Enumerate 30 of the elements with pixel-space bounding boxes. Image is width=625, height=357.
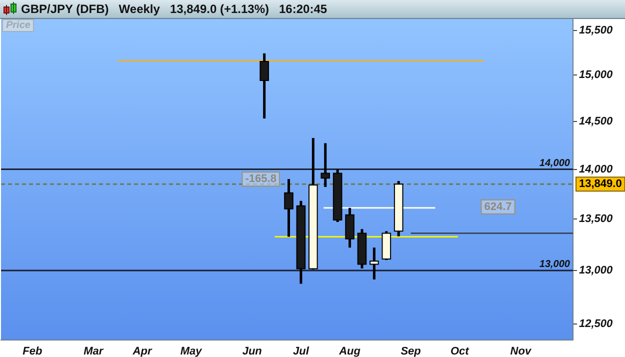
candlestick <box>370 246 379 281</box>
y-tick-label: 13,500 <box>579 212 614 225</box>
x-tick-label: Nov <box>510 346 532 357</box>
x-tick-label: Aug <box>338 346 361 357</box>
x-tick-label: Feb <box>22 346 42 357</box>
candlestick <box>320 142 330 188</box>
y-tick-label: 15,000 <box>579 69 614 82</box>
x-tick-label: Jul <box>293 346 310 357</box>
ref-line-label: 14,000 <box>539 158 570 170</box>
x-tick-label: May <box>180 346 203 357</box>
x-tick-label: Sep <box>400 346 422 357</box>
y-tick-label: 12,500 <box>579 318 614 330</box>
annotation: 624.7 <box>484 200 512 213</box>
x-tick-label: Mar <box>84 346 104 357</box>
ref-line-label: 13,000 <box>539 259 570 270</box>
x-tick-label: Jun <box>242 346 262 357</box>
ref-line-label: 13,849.0 <box>579 178 622 190</box>
annotation: -165.8 <box>245 173 276 186</box>
candlestick <box>345 206 354 249</box>
candlestick <box>260 52 269 120</box>
y-tick-label: 14,500 <box>579 115 614 128</box>
y-tick-label: 13,000 <box>579 264 614 277</box>
y-tick-label: 15,500 <box>579 24 614 36</box>
chart-title: GBP/JPY (DFB) <box>21 2 109 16</box>
x-tick-label: Oct <box>450 346 470 357</box>
y-axis-title: Price <box>2 19 34 32</box>
chart-subtitle: Weekly 13,849.0 (+1.13%) 16:20:45 <box>118 2 328 16</box>
candlestick <box>284 178 294 238</box>
y-tick-label: 14,000 <box>579 163 614 176</box>
x-tick-label: Apr <box>132 346 152 357</box>
